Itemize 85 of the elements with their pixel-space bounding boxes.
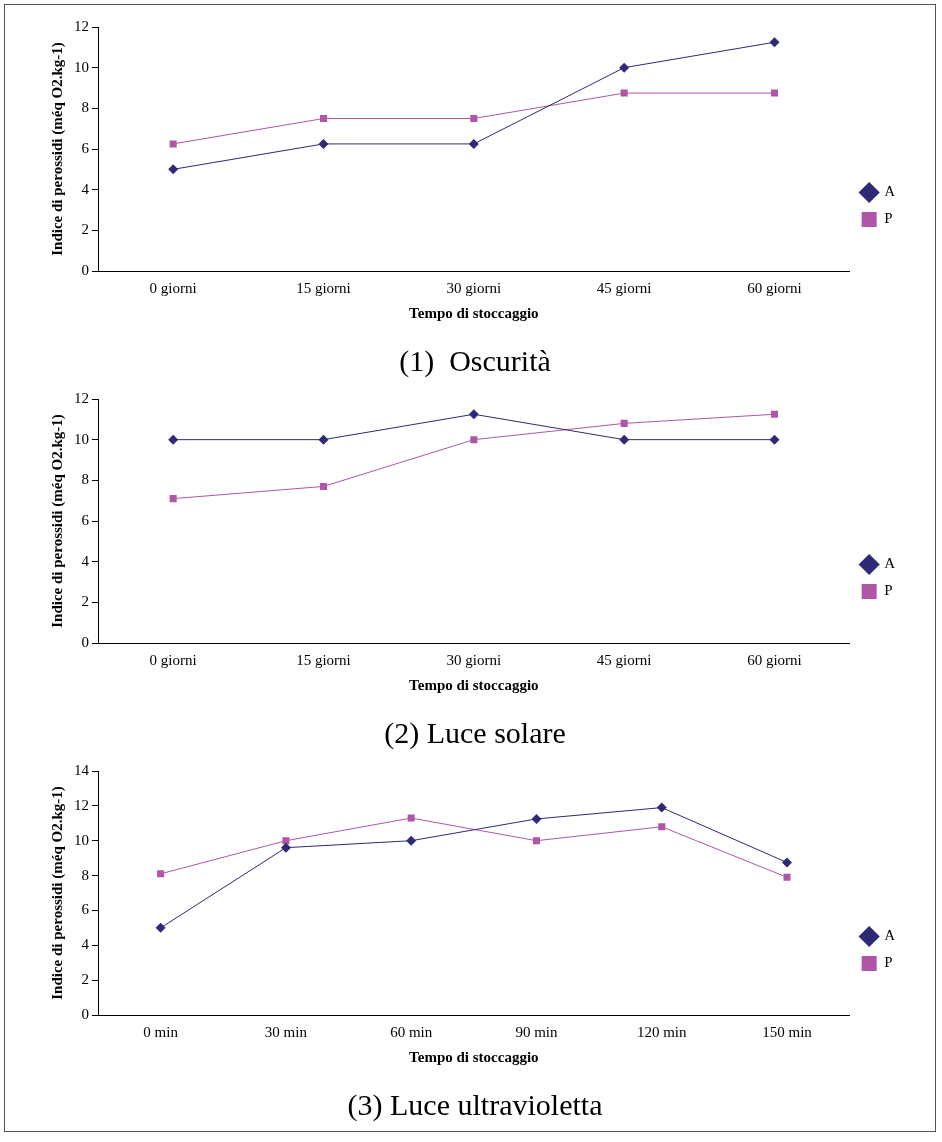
y-tick-label: 12 xyxy=(74,389,89,406)
x-axis-title: Tempo di stoccaggio xyxy=(409,676,539,693)
legend-label: P xyxy=(884,954,893,971)
point xyxy=(282,837,290,845)
y-tick-label: 2 xyxy=(81,221,89,238)
x-tick-label: 90 min xyxy=(515,1023,559,1040)
point xyxy=(319,114,328,123)
y-axis-title: Indice di perossidi (méq O2.kg-1) xyxy=(48,42,66,256)
x-tick-label: 150 min xyxy=(762,1023,813,1040)
text: (2) Luce solare xyxy=(384,715,566,750)
x-tick-label: 30 giorni xyxy=(446,651,502,668)
x-axis-title: Tempo di stoccaggio xyxy=(409,1048,539,1065)
point xyxy=(169,140,177,148)
y-tick-label: 2 xyxy=(81,971,89,988)
legend-label: A xyxy=(884,555,896,572)
x-axis-title: Tempo di stoccaggio xyxy=(409,304,539,321)
point xyxy=(468,138,479,149)
point xyxy=(168,164,179,175)
point xyxy=(468,409,479,420)
y-tick-label: 12 xyxy=(74,17,89,34)
point xyxy=(769,434,780,445)
y-tick-label: 4 xyxy=(81,552,90,569)
point xyxy=(470,436,478,444)
point xyxy=(406,835,417,846)
y-axis-title: Indice di perossidi (méq O2.kg-1) xyxy=(48,786,66,1000)
y-tick-label: 0 xyxy=(81,261,89,278)
x-tick-label: 15 giorni xyxy=(296,651,351,668)
point xyxy=(531,813,542,824)
legend-label: A xyxy=(884,183,896,200)
point xyxy=(168,434,179,445)
y-tick-label: 14 xyxy=(74,761,90,778)
y-tick-label: 4 xyxy=(81,936,90,953)
y-tick-label: 6 xyxy=(81,139,90,156)
point xyxy=(770,410,779,418)
point xyxy=(619,434,630,445)
y-tick-label: 0 xyxy=(81,633,89,650)
x-tick-label: 0 giorni xyxy=(149,279,197,296)
y-axis-title: Indice di perossidi (méq O2.kg-1) xyxy=(48,414,66,628)
point xyxy=(782,857,793,868)
x-tick-label: 120 min xyxy=(636,1023,688,1040)
point xyxy=(619,62,630,73)
point xyxy=(620,89,628,97)
x-tick-label: 30 giorni xyxy=(446,279,502,296)
point xyxy=(620,419,628,427)
point xyxy=(169,495,177,503)
point xyxy=(319,482,328,490)
x-tick-label: 0 giorni xyxy=(149,651,197,668)
point xyxy=(280,842,291,853)
point xyxy=(769,37,780,48)
x-tick-label: 60 giorni xyxy=(747,651,802,668)
x-tick-label: 0 min xyxy=(143,1023,179,1040)
y-tick-label: 8 xyxy=(81,99,89,116)
y-tick-label: 12 xyxy=(74,796,89,813)
point xyxy=(770,89,779,97)
y-tick-label: 10 xyxy=(74,430,89,447)
y-tick-label: 6 xyxy=(81,511,90,528)
legend-label: A xyxy=(884,927,896,944)
x-tick-label: 60 min xyxy=(390,1023,433,1040)
y-tick-label: 4 xyxy=(81,180,90,197)
y-tick-label: 10 xyxy=(74,58,89,75)
y-tick-label: 0 xyxy=(81,1005,89,1022)
x-tick-label: 45 giorni xyxy=(596,651,652,668)
x-tick-label: 15 giorni xyxy=(296,279,351,296)
point xyxy=(155,922,166,933)
legend-label: P xyxy=(884,582,893,599)
x-tick-label: 45 giorni xyxy=(596,279,652,296)
text: (1) Oscurità xyxy=(399,343,551,378)
point xyxy=(318,434,329,445)
point xyxy=(532,837,541,845)
x-tick-label: 30 min xyxy=(264,1023,308,1040)
point xyxy=(783,873,791,881)
text: (3) Luce ultravioletta xyxy=(347,1087,603,1122)
point xyxy=(318,138,329,149)
y-tick-label: 6 xyxy=(81,901,90,918)
point xyxy=(407,814,415,822)
y-tick-label: 10 xyxy=(74,831,89,848)
point xyxy=(658,823,666,831)
point xyxy=(470,114,478,123)
point xyxy=(157,870,165,878)
legend-label: P xyxy=(884,210,893,227)
y-tick-label: 8 xyxy=(81,866,89,883)
point xyxy=(656,802,667,813)
y-tick-label: 2 xyxy=(81,593,89,610)
x-tick-label: 60 giorni xyxy=(747,279,802,296)
y-tick-label: 8 xyxy=(81,471,89,488)
